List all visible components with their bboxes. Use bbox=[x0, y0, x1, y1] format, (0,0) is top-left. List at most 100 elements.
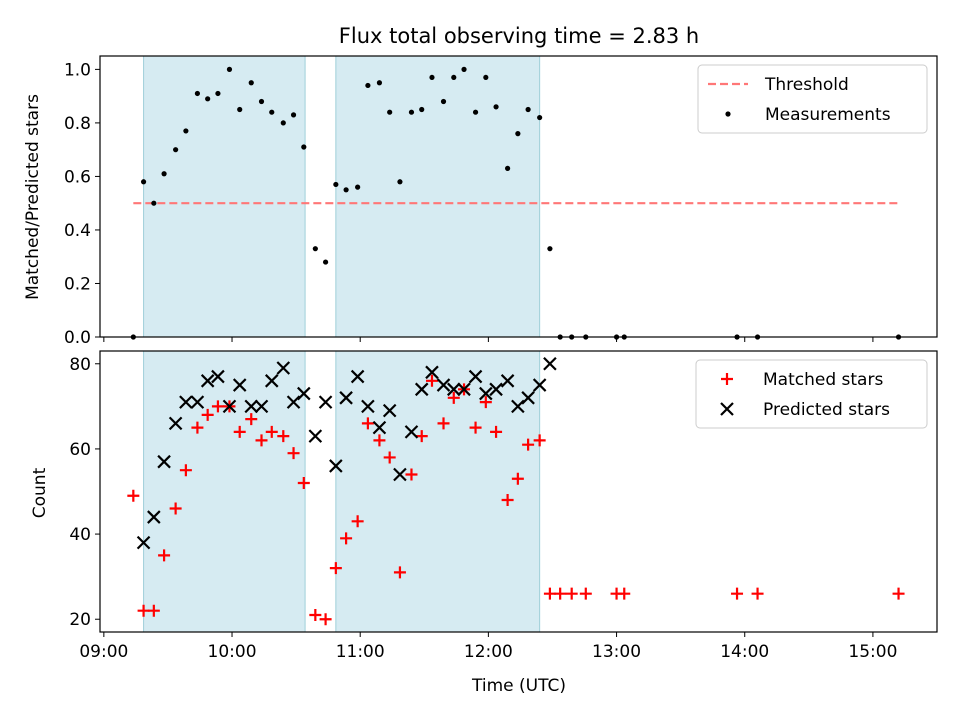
data-point-measurement bbox=[215, 90, 221, 97]
top-panel-frame bbox=[99, 55, 938, 338]
data-point-predicted bbox=[489, 382, 503, 397]
data-point-predicted bbox=[168, 416, 183, 431]
data-point-measurement bbox=[248, 80, 254, 86]
data-point-measurement bbox=[226, 66, 233, 72]
data-point-matched bbox=[437, 417, 450, 430]
data-point-matched bbox=[565, 587, 578, 600]
y-tick-label: 0.0 bbox=[64, 328, 91, 348]
top-legend: Threshold Measurements bbox=[697, 64, 928, 134]
y-tick-label: 80 bbox=[69, 355, 91, 375]
legend-matched-swatch bbox=[721, 373, 733, 385]
data-point-predicted bbox=[254, 399, 269, 414]
legend-threshold-label: Threshold bbox=[764, 75, 849, 95]
data-point-matched bbox=[137, 604, 150, 617]
x-tick-label: 15:00 bbox=[848, 642, 897, 662]
data-point-predicted bbox=[361, 399, 375, 414]
data-point-predicted bbox=[147, 510, 161, 524]
shaded-interval bbox=[143, 55, 306, 338]
data-point-measurement bbox=[301, 144, 307, 150]
y-tick-label: 1.0 bbox=[64, 60, 91, 80]
bottom-legend-box bbox=[695, 359, 928, 429]
data-point-matched bbox=[255, 434, 268, 447]
data-point-measurement bbox=[258, 98, 265, 105]
data-point-measurement bbox=[525, 106, 531, 113]
data-point-predicted bbox=[232, 378, 247, 392]
data-point-measurement bbox=[269, 109, 275, 115]
data-point-measurement bbox=[376, 80, 383, 86]
data-point-matched bbox=[265, 425, 278, 438]
data-point-predicted bbox=[468, 369, 483, 384]
data-point-measurement bbox=[547, 246, 553, 252]
data-point-predicted bbox=[297, 386, 311, 401]
data-point-matched bbox=[169, 502, 182, 515]
data-point-measurement bbox=[312, 246, 318, 252]
data-point-matched bbox=[447, 391, 460, 404]
data-point-measurement bbox=[183, 128, 189, 134]
data-point-predicted bbox=[414, 382, 429, 397]
data-point-predicted bbox=[436, 378, 451, 392]
y-tick-label: 0.4 bbox=[64, 221, 91, 241]
data-point-matched bbox=[543, 587, 556, 600]
data-point-matched bbox=[415, 430, 428, 443]
data-point-matched bbox=[501, 494, 514, 507]
data-point-matched bbox=[490, 425, 503, 438]
data-point-matched bbox=[319, 613, 332, 626]
data-point-predicted bbox=[446, 382, 461, 397]
data-point-predicted bbox=[200, 374, 215, 388]
data-point-predicted bbox=[382, 403, 397, 418]
data-point-measurement bbox=[440, 98, 447, 105]
data-point-matched bbox=[245, 413, 258, 426]
data-point-measurement bbox=[355, 184, 361, 190]
data-point-matched bbox=[533, 434, 546, 447]
data-point-predicted bbox=[276, 361, 291, 375]
data-point-matched bbox=[405, 468, 418, 481]
data-point-predicted bbox=[339, 391, 353, 405]
data-point-predicted bbox=[211, 369, 225, 384]
x-axis-label: Time (UTC) bbox=[471, 676, 566, 696]
data-point-predicted bbox=[190, 395, 205, 409]
data-point-measurement bbox=[408, 109, 415, 115]
data-point-predicted bbox=[543, 356, 557, 371]
data-point-matched bbox=[351, 515, 364, 528]
data-point-measurement bbox=[140, 179, 147, 185]
data-point-predicted bbox=[136, 535, 151, 550]
data-point-matched bbox=[393, 566, 406, 579]
data-point-predicted bbox=[511, 399, 525, 414]
data-point-measurement bbox=[161, 171, 167, 177]
data-point-predicted bbox=[425, 365, 439, 380]
x-tick-label: 10:00 bbox=[208, 642, 257, 662]
data-point-measurement bbox=[397, 179, 403, 185]
data-point-predicted bbox=[329, 459, 343, 473]
data-point-matched bbox=[179, 464, 192, 477]
data-point-measurement bbox=[493, 104, 499, 110]
data-point-matched bbox=[309, 608, 322, 621]
data-point-measurement bbox=[290, 112, 297, 118]
bottom-panel-frame bbox=[99, 350, 938, 633]
data-point-predicted bbox=[372, 420, 387, 435]
data-point-matched bbox=[511, 472, 524, 485]
data-point-predicted bbox=[244, 399, 259, 414]
data-point-measurement bbox=[505, 165, 511, 171]
data-point-matched bbox=[579, 587, 592, 600]
x-tick-label: 14:00 bbox=[720, 642, 769, 662]
data-point-measurement bbox=[537, 114, 543, 121]
data-point-predicted bbox=[350, 369, 365, 384]
data-point-measurement bbox=[472, 109, 479, 115]
y-tick-label: 0.2 bbox=[64, 274, 91, 294]
data-point-measurement bbox=[173, 147, 179, 153]
shaded-interval bbox=[335, 350, 541, 633]
data-point-predicted bbox=[500, 374, 515, 388]
data-point-matched bbox=[522, 438, 535, 451]
data-point-matched bbox=[297, 476, 310, 489]
data-point-measurement bbox=[515, 131, 521, 137]
data-point-predicted bbox=[457, 382, 471, 397]
data-point-matched bbox=[277, 430, 290, 443]
data-point-matched bbox=[329, 562, 342, 575]
x-tick-label: 09:00 bbox=[79, 642, 128, 662]
data-point-measurement bbox=[451, 74, 457, 81]
data-point-measurement bbox=[194, 90, 201, 97]
data-point-measurement bbox=[483, 74, 489, 81]
data-point-predicted bbox=[157, 454, 171, 469]
data-point-predicted bbox=[318, 395, 333, 409]
